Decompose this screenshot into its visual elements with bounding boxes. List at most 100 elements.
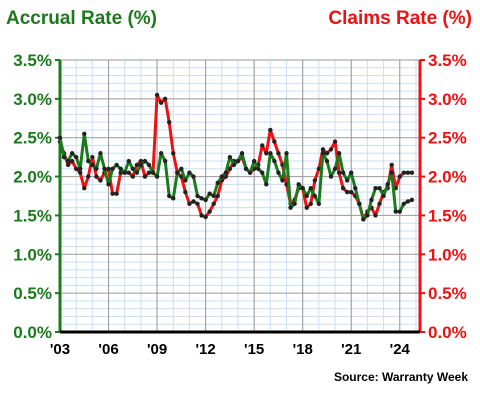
accrual-data-point — [138, 162, 144, 168]
claims-data-point — [207, 209, 212, 214]
claims-data-point — [328, 147, 334, 152]
claims-data-point — [167, 119, 172, 125]
right-y-tick-label: 1.0% — [428, 245, 467, 264]
accrual-data-point — [114, 162, 119, 168]
right-y-tick-label: 0.0% — [428, 323, 467, 342]
claims-data-point — [114, 191, 119, 196]
claims-data-point — [86, 174, 91, 179]
claims-data-point — [336, 170, 342, 175]
x-tick-label: '24 — [390, 341, 411, 358]
accrual-data-point — [207, 191, 212, 196]
accrual-data-point — [340, 170, 346, 175]
accrual-data-point — [78, 166, 83, 171]
claims-data-point — [94, 174, 99, 179]
accrual-data-point — [369, 197, 374, 203]
accrual-data-point — [106, 182, 111, 187]
claims-data-point — [349, 189, 354, 195]
accrual-data-point — [292, 201, 297, 206]
claims-data-point — [409, 170, 415, 175]
claims-data-point — [276, 151, 281, 156]
claims-data-point — [344, 189, 350, 195]
claims-data-point — [304, 205, 309, 210]
accrual-data-point — [231, 162, 237, 168]
accrual-data-point — [187, 170, 192, 175]
x-tick-label: '06 — [98, 341, 118, 358]
accrual-data-point — [82, 131, 87, 137]
left-y-tick-label: 1.0% — [13, 245, 52, 264]
claims-data-point — [316, 166, 322, 171]
claims-data-point — [373, 213, 378, 218]
accrual-data-point — [304, 193, 309, 199]
accrual-data-point — [118, 166, 123, 171]
accrual-data-point — [397, 209, 402, 214]
accrual-data-point — [268, 151, 273, 156]
accrual-data-point — [276, 170, 281, 175]
accrual-data-point — [73, 154, 79, 160]
claims-data-point — [82, 186, 87, 191]
accrual-data-point — [320, 151, 326, 156]
accrual-data-point — [300, 186, 305, 191]
x-tick-label: '18 — [293, 341, 313, 358]
accrual-data-point — [353, 186, 358, 191]
claims-data-point — [227, 166, 233, 171]
claims-data-point — [340, 186, 346, 191]
claims-data-point — [377, 201, 382, 206]
claims-data-point — [397, 174, 402, 179]
accrual-data-point — [211, 193, 216, 199]
source-note: Source: Warranty Week — [333, 370, 468, 384]
claims-data-point — [130, 174, 136, 179]
accrual-data-point — [227, 154, 233, 160]
accrual-data-point — [183, 178, 188, 183]
x-tick-label: '15 — [244, 341, 264, 358]
claims-data-point — [332, 139, 338, 144]
accrual-data-point — [344, 178, 350, 183]
accrual-data-point — [401, 201, 407, 206]
x-tick-label: '12 — [195, 341, 215, 358]
accrual-data-point — [167, 193, 172, 199]
left-y-tick-label: 2.0% — [13, 168, 52, 187]
right-y-tick-label: 0.5% — [428, 284, 467, 303]
accrual-data-point — [365, 213, 370, 218]
claims-data-point — [389, 162, 394, 168]
claims-data-point — [308, 201, 313, 206]
claims-data-point — [134, 162, 140, 168]
claims-data-point — [199, 213, 204, 218]
claims-data-point — [401, 170, 407, 175]
left-y-tick-label: 2.5% — [13, 129, 52, 148]
right-y-tick-label: 1.5% — [428, 206, 467, 225]
claims-data-point — [405, 170, 411, 175]
accrual-data-point — [272, 158, 277, 164]
accrual-data-point — [251, 158, 257, 164]
accrual-data-point — [409, 197, 415, 203]
accrual-data-point — [134, 170, 140, 175]
accrual-data-point — [349, 170, 354, 175]
accrual-data-point — [61, 154, 67, 160]
accrual-data-point — [57, 135, 63, 140]
claims-data-point — [126, 170, 131, 175]
accrual-data-point — [377, 186, 382, 191]
accrual-data-point — [381, 193, 386, 199]
accrual-data-point — [158, 151, 164, 156]
accrual-data-point — [296, 182, 301, 187]
claims-data-point — [106, 166, 111, 171]
accrual-data-point — [280, 178, 285, 183]
claims-data-point — [78, 170, 83, 175]
accrual-data-point — [332, 166, 338, 171]
right-y-tick-label: 2.5% — [428, 129, 467, 148]
claims-data-point — [187, 201, 192, 206]
right-axis-title: Claims Rate (%) — [328, 8, 472, 29]
accrual-data-point — [69, 151, 75, 156]
left-y-tick-label: 0.0% — [13, 323, 52, 342]
accrual-data-point — [385, 182, 390, 187]
accrual-data-point — [357, 201, 362, 206]
accrual-data-point — [142, 158, 148, 164]
accrual-data-point — [361, 217, 366, 222]
claims-data-point — [203, 214, 208, 220]
accrual-data-point — [243, 166, 249, 171]
claims-data-point — [142, 174, 148, 179]
accrual-data-point — [102, 166, 107, 171]
accrual-data-point — [203, 197, 208, 203]
left-y-tick-label: 3.5% — [13, 51, 52, 70]
claims-data-point — [90, 154, 95, 160]
